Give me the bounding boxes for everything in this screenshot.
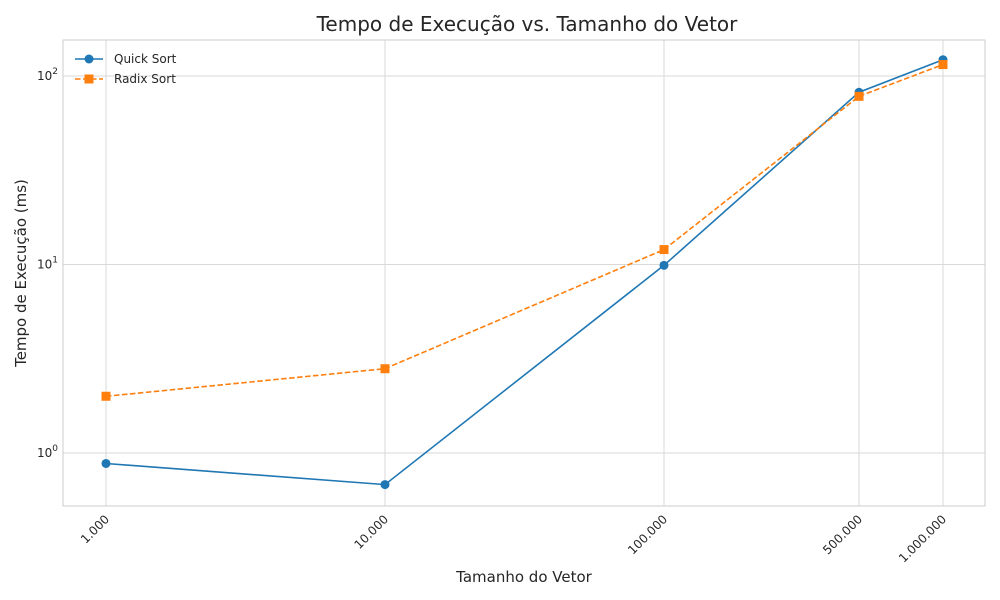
data-point-radix-sort [938,60,948,70]
x-tick-label: 1.000 [78,512,112,546]
series-line-radix-sort [105,63,944,398]
data-point-radix-sort [101,391,111,401]
x-tick-label: 500.000 [820,512,865,557]
x-axis-ticks: 1.000 10.000 100.000 500.000 1.000.000 [78,512,949,565]
x-tick-label: 100.000 [625,512,670,557]
y-axis-label: Tempo de Execução (ms) [12,179,30,368]
data-point-quick-sort [659,260,669,270]
y-tick-label: 101 [37,256,58,272]
x-axis-label: Tamanho do Vetor [455,568,592,586]
data-point-radix-sort [380,364,390,374]
data-point-quick-sort [101,458,111,468]
x-tick-label: 10.000 [352,512,392,552]
x-tick-label: 1.000.000 [896,512,949,565]
data-point-quick-sort [380,480,390,490]
series-line-quick-sort [105,58,944,486]
legend-label: Quick Sort [114,52,177,66]
data-point-radix-sort [659,245,669,255]
y-tick-label: 100 [37,444,58,460]
y-axis-ticks: 100 101 102 [37,67,58,460]
legend-label: Radix Sort [114,72,176,86]
legend-marker [84,74,94,84]
legend-item-radix-sort: Radix Sort [75,72,176,86]
data-point-radix-sort [854,91,864,101]
y-tick-label: 102 [37,67,58,83]
legend-marker [84,54,94,64]
chart-title: Tempo de Execução vs. Tamanho do Vetor [316,12,739,36]
plot-area [62,39,986,507]
legend: Quick Sort Radix Sort [75,52,177,86]
legend-item-quick-sort: Quick Sort [75,52,177,66]
grid [63,40,985,506]
series-layer [101,55,948,490]
